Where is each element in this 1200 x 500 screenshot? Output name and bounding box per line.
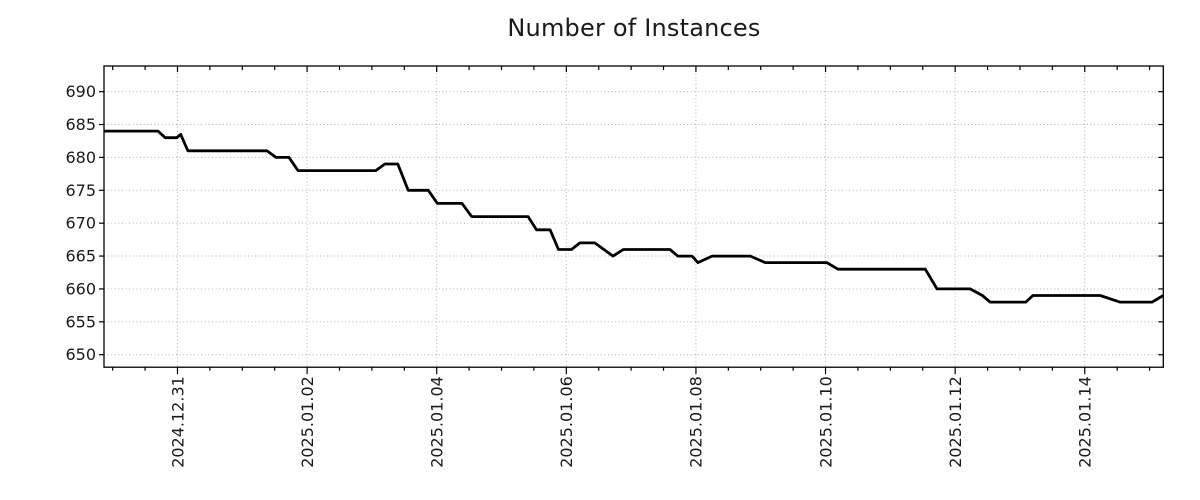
y-tick-label: 660: [65, 279, 96, 298]
x-tick-label: 2024.12.31: [168, 376, 187, 468]
y-tick-labels: 650 655 660 665 670 675 680 685 690: [65, 82, 96, 364]
y-tick-label: 675: [65, 181, 96, 200]
y-tick-label: 665: [65, 247, 96, 266]
y-tick-label: 655: [65, 312, 96, 331]
y-tick-label: 680: [65, 148, 96, 167]
x-tick-label: 2025.01.02: [298, 376, 317, 468]
x-tick-label: 2025.01.04: [428, 376, 447, 468]
y-tick-label: 670: [65, 214, 96, 233]
y-tick-label: 690: [65, 82, 96, 101]
plot-border: [103, 65, 1164, 368]
x-tick-label: 2025.01.14: [1076, 376, 1095, 468]
x-tick-label: 2025.01.08: [687, 376, 706, 468]
axis-ticks: [99, 66, 1164, 375]
x-tick-label: 2025.01.12: [946, 376, 965, 468]
x-tick-labels: 2024.12.31 2025.01.02 2025.01.04 2025.01.06…: [168, 376, 1094, 468]
gridlines: [104, 66, 1164, 368]
instances-series-line: [104, 129, 1164, 304]
y-tick-label: 685: [65, 115, 96, 134]
chart-title: Number of Instances: [507, 14, 761, 42]
x-tick-label: 2025.01.06: [557, 376, 576, 468]
x-tick-label: 2025.01.10: [816, 376, 835, 468]
y-tick-label: 650: [65, 345, 96, 364]
